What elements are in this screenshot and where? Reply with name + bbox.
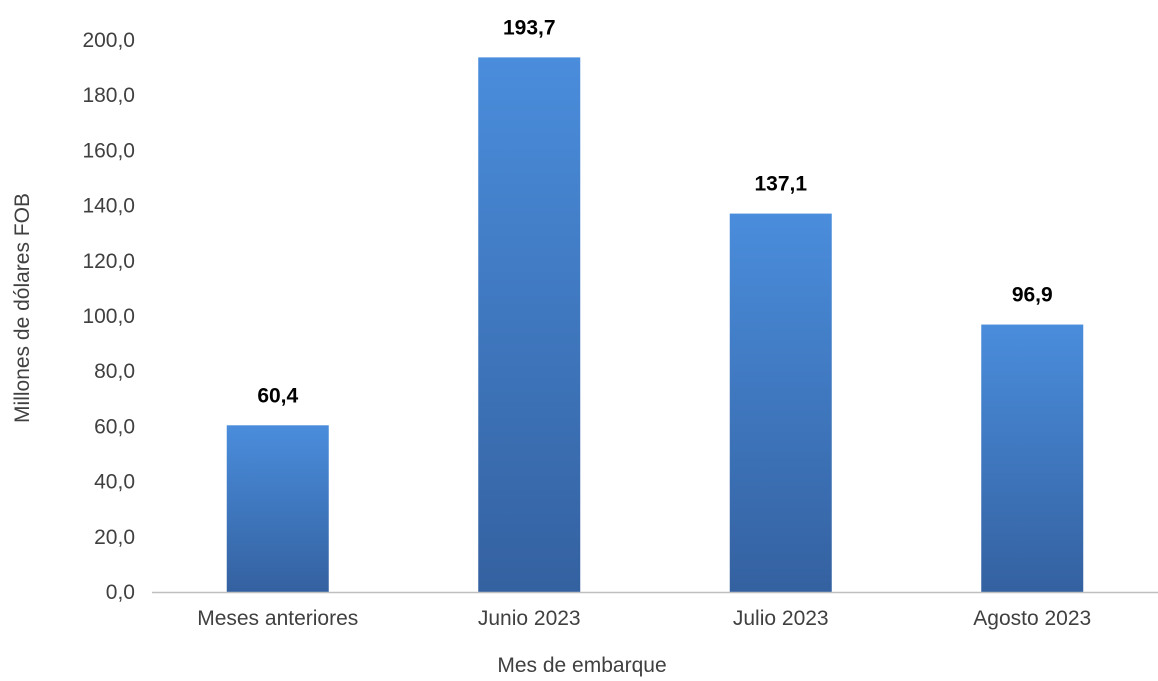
y-tick-label: 100,0 bbox=[82, 305, 135, 328]
y-tick-label: 120,0 bbox=[82, 250, 135, 273]
y-tick-label: 180,0 bbox=[82, 84, 135, 107]
bar-value-label: 137,1 bbox=[754, 173, 807, 196]
x-axis-title: Mes de embarque bbox=[497, 654, 666, 677]
bar bbox=[981, 324, 1084, 592]
y-axis-title: Millones de dólares FOB bbox=[11, 193, 34, 423]
bar bbox=[226, 425, 329, 592]
bar-value-label: 96,9 bbox=[1012, 284, 1053, 307]
x-tick-label: Agosto 2023 bbox=[973, 607, 1091, 630]
x-axis: Meses anteriores Junio 2023 Julio 2023 Agos… bbox=[197, 607, 1091, 630]
bars-group bbox=[226, 57, 1084, 592]
y-tick-label: 140,0 bbox=[82, 195, 135, 218]
bar bbox=[729, 213, 832, 592]
bar-value-label: 60,4 bbox=[257, 384, 298, 407]
y-tick-label: 80,0 bbox=[94, 360, 135, 383]
y-tick-label: 160,0 bbox=[82, 139, 135, 162]
bar bbox=[478, 57, 581, 592]
bar-value-label: 193,7 bbox=[503, 16, 556, 39]
y-tick-label: 0,0 bbox=[106, 581, 135, 604]
x-tick-label: Julio 2023 bbox=[733, 607, 829, 630]
y-tick-label: 200,0 bbox=[82, 29, 135, 52]
y-tick-label: 60,0 bbox=[94, 415, 135, 438]
x-tick-label: Meses anteriores bbox=[197, 607, 358, 630]
y-tick-label: 20,0 bbox=[94, 526, 135, 549]
y-axis: 0,0 20,0 40,0 60,0 80,0 100,0 120,0 140,0 160,0 1… bbox=[82, 29, 135, 604]
y-tick-label: 40,0 bbox=[94, 471, 135, 494]
data-labels-group: 60,4 193,7 137,1 96,9 bbox=[257, 16, 1052, 407]
x-tick-label: Junio 2023 bbox=[478, 607, 581, 630]
